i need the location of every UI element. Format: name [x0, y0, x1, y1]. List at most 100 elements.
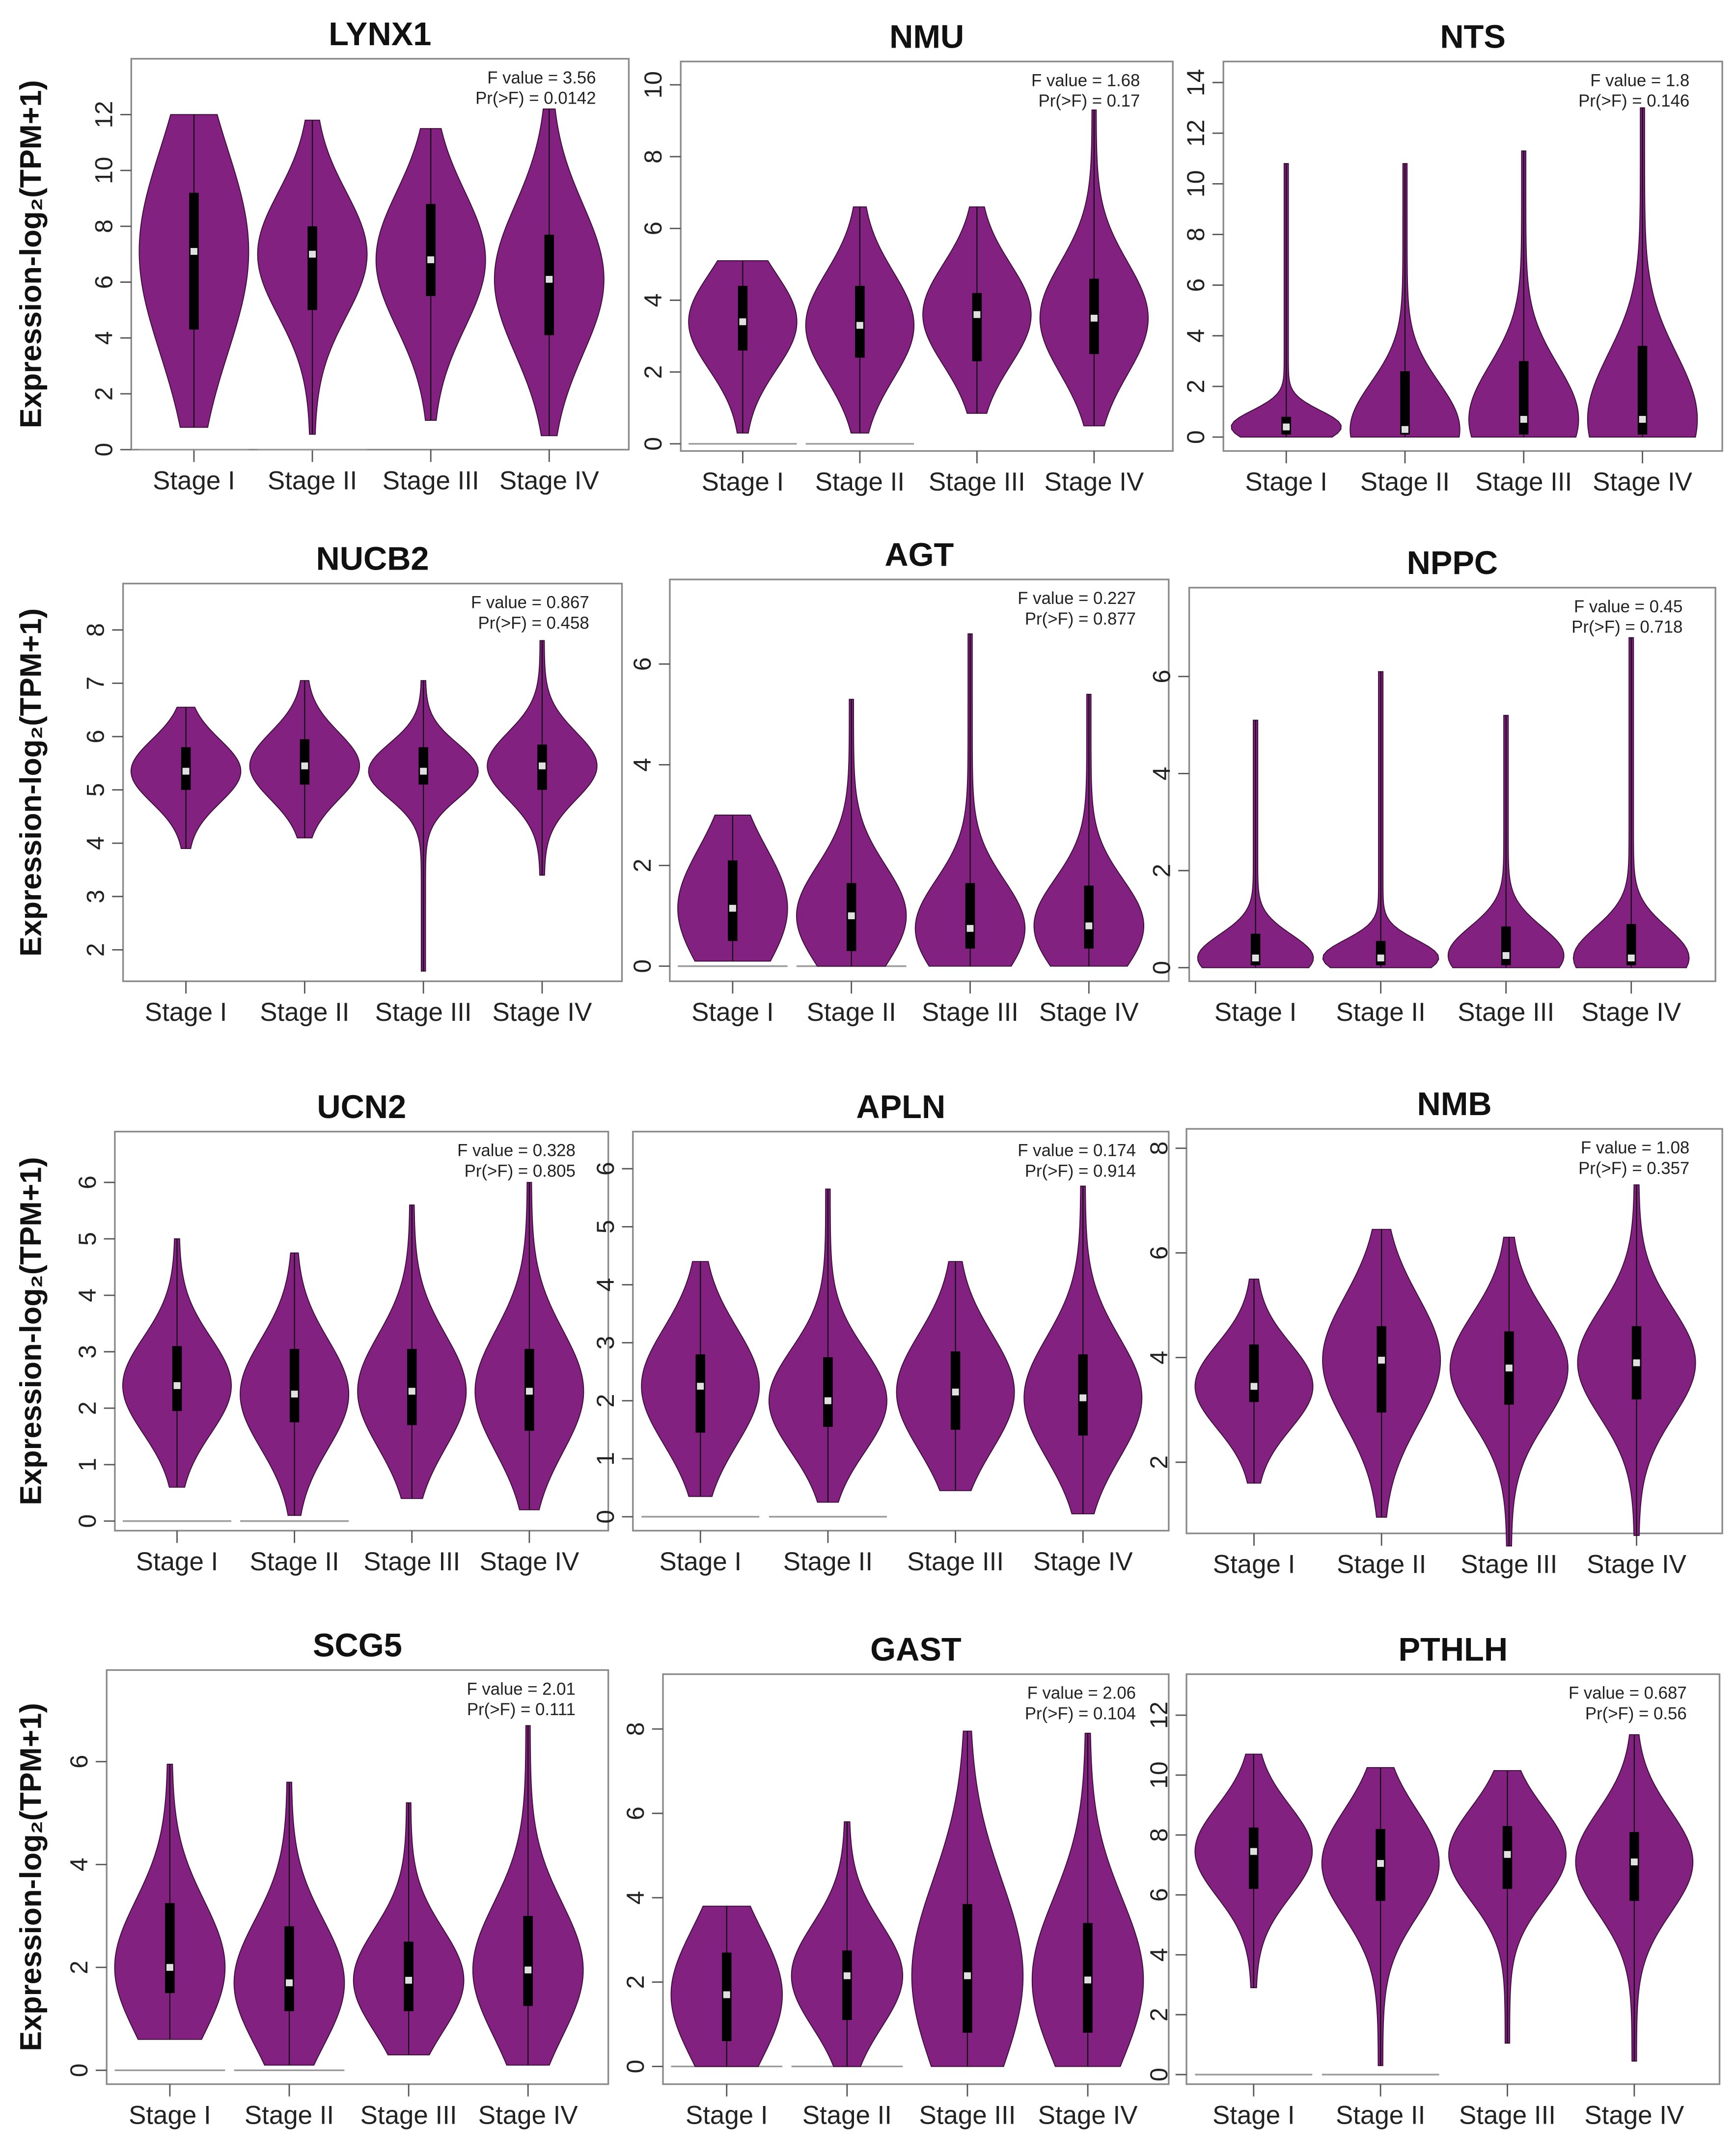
x-tick-label: Stage I — [1213, 1550, 1295, 1579]
y-tick-label: 3 — [82, 890, 110, 903]
x-tick-label: Stage II — [1360, 467, 1450, 496]
median-marker — [408, 1388, 415, 1395]
y-tick-label: 0 — [622, 2060, 649, 2074]
iqr-box — [1249, 1827, 1259, 1889]
y-tick-label: 2 — [65, 1961, 93, 1974]
median-marker — [966, 925, 974, 932]
x-tick-label: Stage IV — [1038, 2101, 1138, 2130]
y-tick-label: 4 — [639, 293, 667, 307]
y-tick-label: 6 — [592, 1162, 619, 1175]
panel-title: PTHLH — [1398, 1632, 1508, 1668]
median-marker — [1502, 952, 1510, 959]
median-marker — [973, 311, 981, 318]
x-tick-label: Stage II — [249, 1547, 339, 1576]
x-tick-label: Stage IV — [1033, 1547, 1133, 1576]
y-tick-label: 4 — [1148, 766, 1176, 780]
y-tick-label: 6 — [1145, 1888, 1173, 1902]
x-tick-label: Stage IV — [1044, 467, 1144, 496]
x-tick-label: Stage IV — [1581, 998, 1681, 1027]
median-marker — [190, 248, 197, 255]
median-marker — [843, 1972, 851, 1979]
y-tick-label: 2 — [629, 859, 656, 873]
y-axis-label: Expression-log₂(TPM+1) — [14, 80, 48, 428]
plot-frame — [130, 58, 630, 451]
f-value-annotation: F value = 2.06 — [1027, 1684, 1136, 1703]
median-marker — [301, 762, 308, 769]
iqr-box — [407, 1349, 417, 1425]
y-axis-label: Expression-log₂(TPM+1) — [14, 1703, 48, 2051]
median-marker — [166, 1964, 173, 1971]
iqr-box — [404, 1941, 413, 2011]
iqr-box — [418, 747, 428, 785]
y-tick-label: 6 — [622, 1806, 649, 1820]
x-tick-label: Stage II — [815, 467, 905, 496]
y-tick-label: 8 — [1145, 1142, 1173, 1155]
median-marker — [309, 250, 316, 258]
iqr-box — [855, 286, 865, 358]
x-tick-label: Stage II — [807, 998, 896, 1027]
y-tick-label: 8 — [639, 150, 667, 164]
y-tick-label: 4 — [592, 1278, 619, 1292]
x-tick-label: Stage III — [919, 2101, 1016, 2130]
y-tick-label: 8 — [1182, 228, 1210, 242]
median-marker — [182, 767, 190, 775]
plot-frame — [1188, 587, 1716, 983]
y-tick-label: 4 — [1145, 1948, 1173, 1962]
iqr-box — [1637, 346, 1648, 435]
iqr-box — [1629, 1832, 1639, 1901]
y-tick-label: 6 — [629, 657, 656, 671]
y-tick-label: 10 — [1182, 170, 1210, 197]
median-marker — [427, 256, 435, 264]
f-value-annotation: F value = 0.227 — [1018, 589, 1136, 608]
y-tick-label: 8 — [622, 1722, 649, 1736]
violin-panel-scg5: SCG5 F value = 2.01 Pr(>F) = 0.111 0 2 4 6 Expr… — [14, 1627, 609, 2130]
median-marker — [420, 767, 427, 775]
x-tick-label: Stage I — [129, 2101, 211, 2130]
iqr-box — [972, 293, 982, 361]
iqr-box — [1519, 361, 1529, 435]
plot-frame — [122, 582, 623, 983]
x-tick-label: Stage III — [907, 1547, 1004, 1576]
panel-title: LYNX1 — [329, 16, 431, 53]
violin-panel-agt: AGT F value = 0.227 Pr(>F) = 0.877 0 2 4 6 Stag… — [629, 537, 1170, 1027]
iqr-box — [165, 1903, 175, 1994]
panel-title: NMB — [1417, 1086, 1491, 1122]
violin-panel-lynx1: LYNX1 F value = 3.56 Pr(>F) = 0.0142 0 2 4 6 8 1… — [14, 16, 630, 495]
y-tick-label: 4 — [629, 758, 656, 772]
violin-panel-nmb: NMB F value = 1.08 Pr(>F) = 0.357 2 4 6 8 Stage… — [1145, 1086, 1723, 1579]
y-tick-label: 2 — [1145, 1455, 1173, 1469]
panel-title: NUCB2 — [316, 541, 429, 577]
p-value-annotation: Pr(>F) = 0.718 — [1571, 618, 1682, 637]
median-marker — [1252, 955, 1259, 961]
median-marker — [848, 912, 855, 920]
p-value-annotation: Pr(>F) = 0.914 — [1025, 1162, 1136, 1180]
x-tick-label: Stage III — [360, 2101, 457, 2130]
y-tick-label: 8 — [1145, 1828, 1173, 1842]
median-marker — [1084, 1976, 1092, 1984]
iqr-box — [738, 286, 748, 351]
x-tick-label: Stage IV — [493, 998, 593, 1027]
iqr-box — [189, 192, 199, 330]
y-tick-label: 8 — [82, 623, 110, 637]
panel-title: NPPC — [1407, 545, 1498, 581]
iqr-box — [842, 1950, 852, 2021]
p-value-annotation: Pr(>F) = 0.56 — [1585, 1704, 1687, 1723]
p-value-annotation: Pr(>F) = 0.0142 — [475, 89, 596, 108]
y-tick-label: 4 — [82, 836, 110, 850]
x-tick-label: Stage IV — [1593, 467, 1693, 496]
x-tick-label: Stage I — [702, 467, 784, 496]
iqr-box — [1400, 371, 1410, 435]
y-tick-label: 0 — [1145, 2068, 1173, 2081]
iqr-box — [963, 1904, 972, 2033]
y-tick-label: 7 — [82, 677, 110, 690]
y-tick-label: 6 — [90, 275, 117, 289]
x-tick-label: Stage III — [1459, 2101, 1556, 2130]
y-tick-label: 0 — [65, 2063, 93, 2077]
p-value-annotation: Pr(>F) = 0.877 — [1025, 610, 1136, 629]
median-marker — [1505, 1365, 1513, 1372]
iqr-box — [1376, 941, 1386, 965]
violin-panel-apln: APLN F value = 0.174 Pr(>F) = 0.914 0 1 2 3 4 5 6… — [592, 1089, 1170, 1576]
y-tick-label: 6 — [639, 221, 667, 235]
iqr-box — [172, 1346, 182, 1411]
